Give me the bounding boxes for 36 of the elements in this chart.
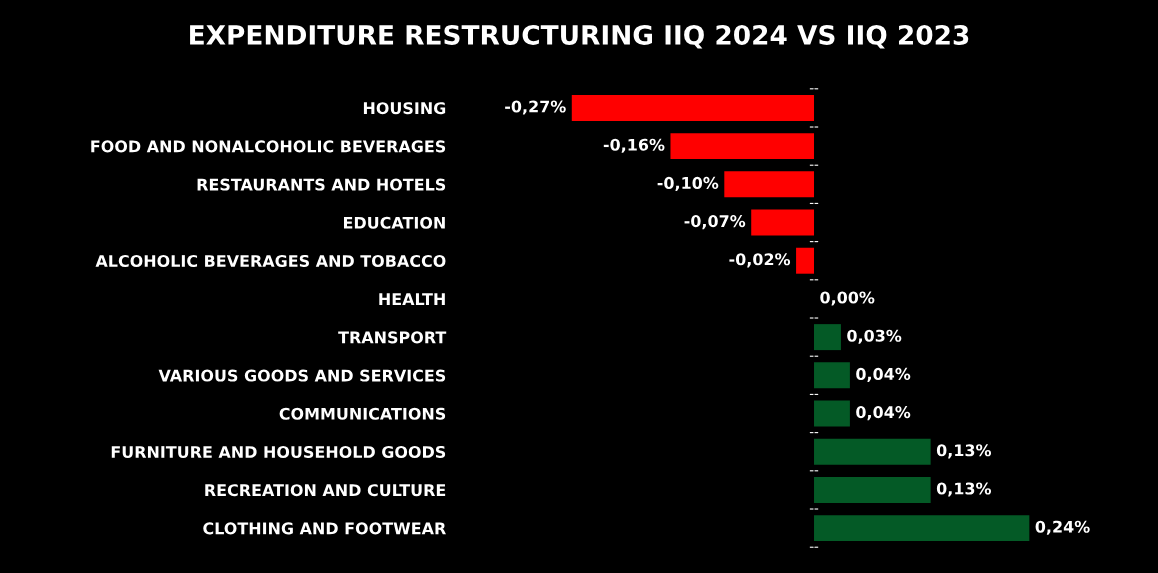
data-label: 0,24% bbox=[1035, 520, 1090, 535]
y-tick-label: HEALTH bbox=[379, 293, 445, 305]
bar bbox=[751, 209, 815, 236]
data-label: 0,04% bbox=[856, 406, 911, 421]
y-tick-label: TRANSPORT bbox=[338, 331, 447, 344]
y-tick-label: COMMUNICATIONS bbox=[279, 407, 446, 420]
data-label: -0,07% bbox=[684, 215, 746, 230]
data-label: -0,16% bbox=[603, 138, 665, 153]
y-tick-label: HOUSING bbox=[363, 102, 446, 115]
bar bbox=[796, 247, 815, 274]
bar bbox=[814, 324, 841, 351]
y-tick-label: FOOD AND NONALCOHOLIC BEVERAGES bbox=[91, 140, 446, 153]
bar bbox=[814, 400, 850, 427]
y-tick-label: FURNITURE AND HOUSEHOLD GOODS bbox=[111, 445, 446, 459]
data-label: -0,27% bbox=[505, 100, 566, 115]
y-tick-label: RECREATION AND CULTURE bbox=[205, 484, 446, 497]
bar bbox=[814, 362, 850, 389]
data-label: -0,10% bbox=[657, 176, 719, 191]
data-label: 0,13% bbox=[936, 444, 992, 459]
data-label: 0,13% bbox=[936, 482, 992, 497]
bar bbox=[814, 515, 1030, 542]
data-label: 0,03% bbox=[847, 329, 902, 344]
y-tick-label: RESTAURANTS AND HOTELS bbox=[197, 178, 446, 191]
bar bbox=[814, 438, 931, 465]
bar bbox=[670, 133, 815, 160]
bar bbox=[724, 171, 815, 198]
data-label: 0,00% bbox=[820, 291, 875, 306]
data-label: 0,04% bbox=[856, 367, 911, 382]
y-tick-label: VARIOUS GOODS AND SERVICES bbox=[158, 369, 446, 382]
data-label: -0,02% bbox=[729, 253, 791, 268]
chart-title: EXPENDITURE RESTRUCTURING IIQ 2024 VS IIQ 2023 bbox=[190, 24, 969, 49]
bar bbox=[571, 94, 815, 121]
y-tick-label: CLOTHING AND FOOTWEAR bbox=[203, 522, 446, 535]
y-tick-label: ALCOHOLIC BEVERAGES AND TOBACCO bbox=[95, 254, 446, 268]
y-tick-label: EDUCATION bbox=[344, 216, 445, 229]
bar bbox=[814, 476, 931, 503]
